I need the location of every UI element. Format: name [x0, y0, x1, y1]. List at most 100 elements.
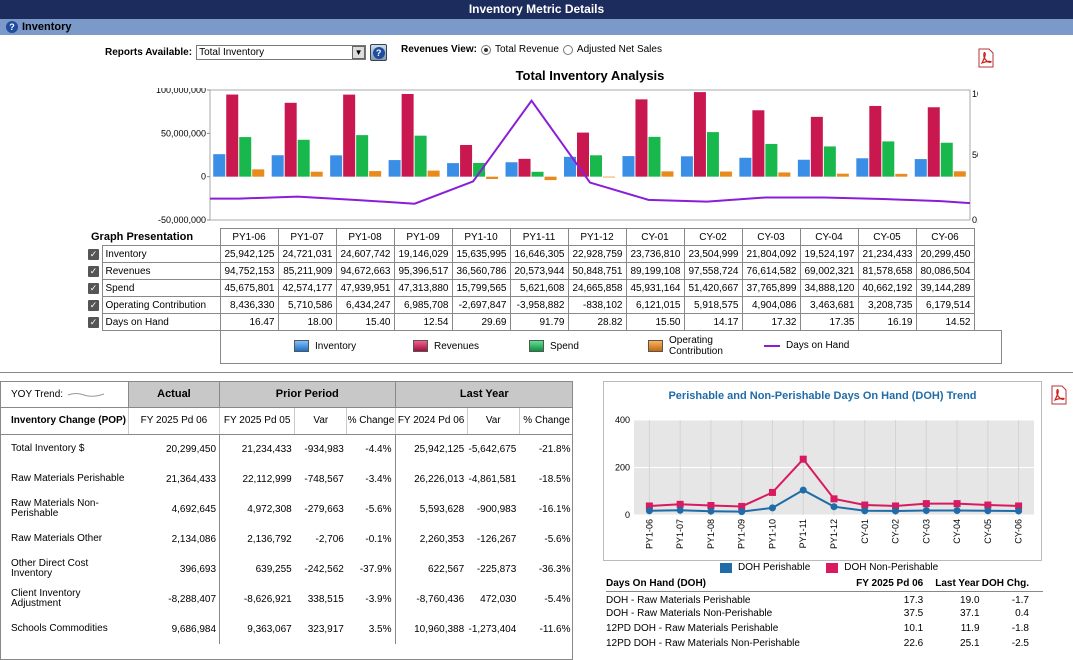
bar-spend[interactable]	[648, 136, 661, 177]
bar-revenues[interactable]	[577, 132, 589, 177]
doh-point[interactable]	[676, 500, 684, 508]
bar-revenues[interactable]	[752, 110, 765, 177]
checkbox[interactable]: ✓	[88, 299, 99, 311]
bar-inventory[interactable]	[739, 157, 752, 177]
bar-revenues[interactable]	[460, 144, 473, 177]
bar-revenues[interactable]	[518, 158, 531, 177]
doh-point[interactable]	[768, 504, 776, 512]
doh-point[interactable]	[1015, 502, 1023, 510]
yoy-trend-cell[interactable]: YOY Trend:	[1, 382, 129, 408]
bar-revenues[interactable]	[635, 99, 648, 177]
doh-point[interactable]	[707, 507, 715, 515]
bar-revenues[interactable]	[226, 94, 239, 177]
bar-inventory[interactable]	[213, 154, 226, 177]
doh-point[interactable]	[1015, 507, 1023, 515]
doh-point[interactable]	[707, 502, 715, 509]
bar-operating-contribution[interactable]	[661, 171, 674, 177]
section-header[interactable]: ? Inventory	[0, 19, 1073, 35]
doh-point[interactable]	[953, 506, 961, 514]
bar-operating-contribution[interactable]	[778, 172, 791, 177]
legend-operating-contribution[interactable]: Operating Contribution	[648, 335, 729, 357]
doh-point[interactable]	[922, 506, 930, 514]
help-icon[interactable]: ?	[6, 21, 18, 33]
bar-revenues[interactable]	[869, 105, 882, 177]
bar-revenues[interactable]	[927, 107, 940, 177]
bar-spend[interactable]	[473, 162, 486, 177]
bar-inventory[interactable]	[330, 155, 343, 177]
bar-inventory[interactable]	[856, 158, 869, 177]
bar-inventory[interactable]	[564, 156, 576, 177]
bar-spend[interactable]	[882, 141, 895, 177]
bar-spend[interactable]	[823, 146, 836, 177]
legend-spend[interactable]: Spend	[529, 340, 579, 352]
bar-inventory[interactable]	[797, 159, 810, 177]
bar-spend[interactable]	[706, 132, 719, 177]
doh-point[interactable]	[953, 500, 961, 508]
checkbox[interactable]: ✓	[88, 282, 99, 294]
bar-revenues[interactable]	[343, 94, 356, 177]
bar-inventory[interactable]	[271, 155, 284, 177]
bar-spend[interactable]	[414, 135, 427, 177]
bar-operating-contribution[interactable]	[544, 176, 557, 181]
reports-help-button[interactable]: ?	[370, 44, 388, 61]
bar-spend[interactable]	[356, 135, 369, 177]
pdf-export-icon[interactable]	[977, 48, 995, 68]
doh-point[interactable]	[922, 500, 930, 508]
bar-operating-contribution[interactable]	[953, 171, 966, 177]
reports-select[interactable]: Total Inventory ▼	[196, 45, 367, 60]
bar-inventory[interactable]	[914, 159, 927, 177]
doh-point[interactable]	[984, 507, 992, 515]
legend-inventory[interactable]: Inventory	[294, 340, 356, 352]
bar-spend[interactable]	[940, 142, 953, 177]
bar-spend[interactable]	[239, 137, 252, 177]
bar-operating-contribution[interactable]	[252, 169, 265, 177]
radio-adjusted-net-sales[interactable]	[562, 44, 573, 55]
doh-point[interactable]	[892, 502, 900, 510]
doh-point[interactable]	[892, 507, 900, 515]
legend-revenues[interactable]: Revenues	[413, 340, 479, 352]
doh-point[interactable]	[984, 501, 992, 509]
bar-revenues[interactable]	[693, 92, 706, 177]
bar-operating-contribution[interactable]	[369, 171, 382, 177]
bar-inventory[interactable]	[622, 156, 635, 177]
doh-point[interactable]	[861, 501, 869, 509]
pdf-export-icon[interactable]	[1050, 385, 1068, 405]
doh-point[interactable]	[645, 507, 653, 515]
bar-operating-contribution[interactable]	[603, 176, 615, 178]
bar-operating-contribution[interactable]	[427, 170, 440, 177]
bar-operating-contribution[interactable]	[895, 173, 908, 177]
days-on-hand-line[interactable]	[210, 98, 971, 205]
doh-point[interactable]	[768, 488, 776, 496]
doh-point[interactable]	[676, 506, 684, 514]
doh-point[interactable]	[830, 503, 838, 511]
bar-spend[interactable]	[590, 155, 602, 177]
bar-inventory[interactable]	[388, 160, 401, 177]
bar-operating-contribution[interactable]	[486, 176, 499, 180]
doh-point[interactable]	[799, 486, 807, 494]
bar-inventory[interactable]	[680, 156, 693, 177]
checkbox[interactable]: ✓	[88, 265, 99, 277]
radio-adjusted-net-sales-label[interactable]: Adjusted Net Sales	[576, 44, 662, 55]
bar-spend[interactable]	[765, 143, 778, 177]
checkbox[interactable]: ✓	[88, 316, 99, 328]
bar-inventory[interactable]	[447, 163, 460, 177]
radio-total-revenue[interactable]	[480, 44, 491, 55]
bar-revenues[interactable]	[810, 116, 823, 177]
bar-revenues[interactable]	[401, 93, 414, 177]
doh-point[interactable]	[799, 455, 807, 463]
doh-point[interactable]	[861, 507, 869, 515]
bar-operating-contribution[interactable]	[836, 173, 849, 177]
doh-point[interactable]	[738, 508, 746, 516]
radio-total-revenue-label[interactable]: Total Revenue	[494, 44, 559, 55]
bar-operating-contribution[interactable]	[719, 171, 732, 177]
doh-point[interactable]	[738, 502, 746, 510]
checkbox[interactable]: ✓	[88, 248, 99, 260]
bar-revenues[interactable]	[284, 102, 297, 177]
bar-operating-contribution[interactable]	[310, 171, 323, 177]
bar-spend[interactable]	[531, 171, 544, 177]
doh-point[interactable]	[830, 495, 838, 503]
chevron-down-icon[interactable]: ▼	[352, 46, 366, 59]
doh-point[interactable]	[645, 502, 653, 510]
bar-inventory[interactable]	[505, 162, 518, 177]
legend-days-on-hand[interactable]: Days on Hand	[764, 340, 849, 351]
